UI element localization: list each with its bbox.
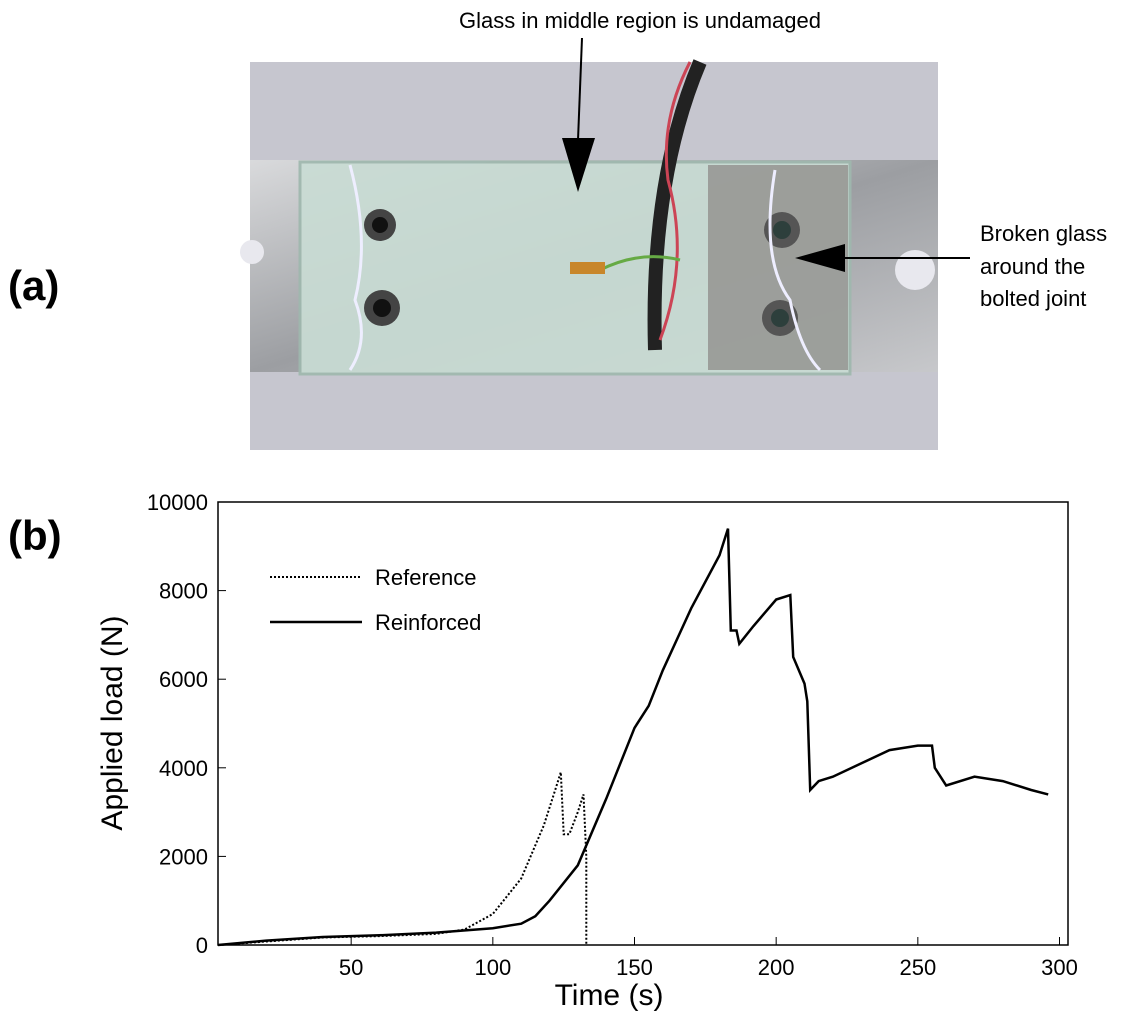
y-tick-label: 2000 bbox=[159, 844, 208, 869]
arrow-head bbox=[795, 244, 845, 272]
y-tick-label: 0 bbox=[196, 933, 208, 958]
annotation: Glass in middle region is undamaged bbox=[459, 8, 821, 33]
series-line bbox=[217, 771, 588, 946]
y-axis-label: Applied load (N) bbox=[96, 615, 129, 830]
plot-frame bbox=[217, 501, 1069, 946]
x-tick-label: 50 bbox=[339, 955, 363, 980]
y-tick-label: 6000 bbox=[159, 667, 208, 692]
arrow-head bbox=[562, 138, 595, 192]
y-tick-label: 8000 bbox=[159, 579, 208, 604]
x-tick-label: 200 bbox=[758, 955, 795, 980]
annotation: around the bbox=[980, 254, 1085, 279]
legend-label: Reinforced bbox=[375, 610, 481, 635]
arrow bbox=[577, 37, 583, 141]
x-tick-label: 100 bbox=[474, 955, 511, 980]
x-tick-label: 300 bbox=[1041, 955, 1078, 980]
x-axis-label: Time (s) bbox=[555, 979, 664, 1012]
panel-label: (a) bbox=[8, 262, 59, 309]
y-tick-label: 4000 bbox=[159, 756, 208, 781]
series-line bbox=[217, 528, 1049, 947]
y-tick-label: 10000 bbox=[147, 490, 208, 515]
annotation: Broken glass bbox=[980, 221, 1107, 246]
panel-label: (b) bbox=[8, 512, 62, 559]
annotation: bolted joint bbox=[980, 286, 1086, 311]
x-tick-label: 150 bbox=[616, 955, 653, 980]
x-tick-label: 250 bbox=[899, 955, 936, 980]
legend-label: Reference bbox=[375, 565, 477, 590]
